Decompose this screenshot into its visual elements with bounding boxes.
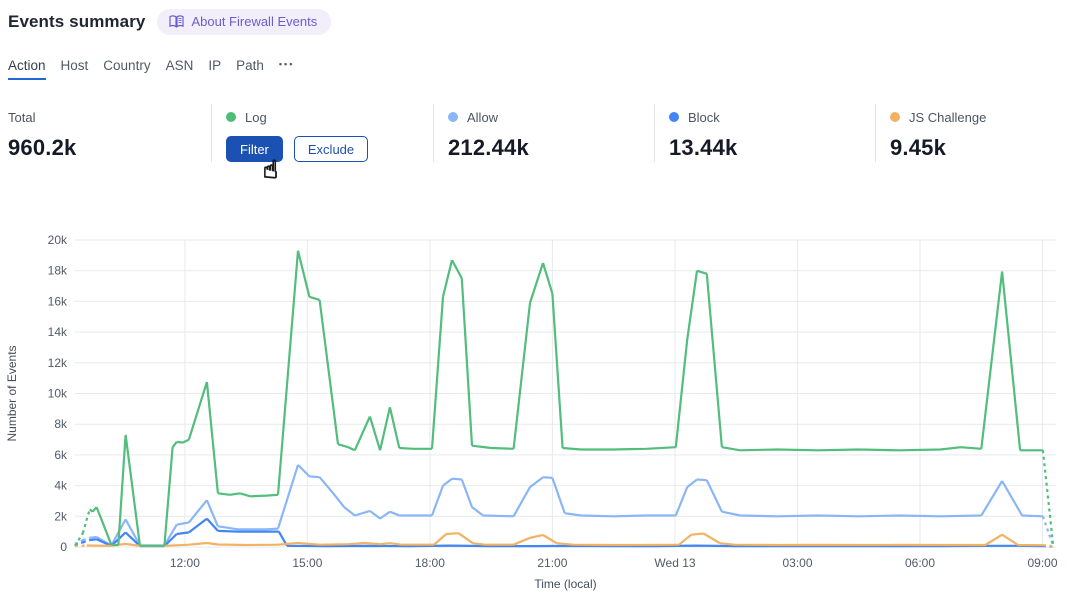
events-chart-area[interactable]: 0 2k 4k 6k 8k 10k 12k 14k 16k 18k 20k 12:00 15:00 18:…: [0, 226, 1068, 598]
page-header: Events summary About Firewall Events: [8, 9, 332, 35]
tab-asn[interactable]: ASN: [165, 58, 194, 73]
page-title: Events summary: [8, 12, 146, 31]
svg-text:20k: 20k: [48, 233, 68, 247]
log-series-dot: [226, 112, 236, 122]
svg-text:12k: 12k: [48, 356, 68, 370]
svg-text:15:00: 15:00: [292, 556, 322, 570]
stat-value-allow: 212.44k: [448, 135, 529, 160]
svg-text:Time (local): Time (local): [534, 577, 596, 591]
block-series-dot: [669, 112, 679, 122]
stat-label: Block: [688, 109, 720, 125]
svg-text:18:00: 18:00: [415, 556, 445, 570]
svg-text:6k: 6k: [54, 448, 68, 462]
svg-text:8k: 8k: [54, 417, 68, 431]
legend-item-allow: Allow: [448, 108, 654, 126]
svg-text:Wed 13: Wed 13: [654, 556, 695, 570]
stat-label: Log: [245, 109, 267, 125]
svg-text:06:00: 06:00: [905, 556, 935, 570]
stat-value-block: 13.44k: [669, 135, 738, 160]
stat-card-js-challenge[interactable]: JS Challenge 9.45k: [875, 104, 1068, 162]
tab-host[interactable]: Host: [60, 58, 89, 73]
book-icon: [169, 15, 185, 28]
legend-item-log: Log: [226, 108, 433, 126]
allow-series-dot: [448, 112, 458, 122]
svg-text:12:00: 12:00: [170, 556, 200, 570]
filter-button[interactable]: Filter: [226, 136, 283, 162]
svg-text:09:00: 09:00: [1027, 556, 1057, 570]
js-challenge-series-dot: [890, 112, 900, 122]
tabs-more-button[interactable]: •••: [278, 59, 295, 69]
stat-card-total: Total 960.2k: [8, 104, 211, 162]
legend-item-block: Block: [669, 108, 875, 126]
tab-country[interactable]: Country: [103, 58, 151, 73]
legend-item-js-challenge: JS Challenge: [890, 108, 1068, 126]
svg-text:Number of Events: Number of Events: [5, 345, 19, 441]
svg-text:4k: 4k: [54, 479, 68, 493]
svg-text:03:00: 03:00: [782, 556, 812, 570]
stat-label: Total: [8, 109, 36, 125]
stat-value-js-challenge: 9.45k: [890, 135, 947, 160]
dimension-tabs: Action Host Country ASN IP Path •••: [8, 58, 294, 80]
svg-text:2k: 2k: [54, 509, 68, 523]
svg-text:18k: 18k: [48, 264, 68, 278]
svg-text:0: 0: [60, 540, 67, 554]
stat-label: JS Challenge: [909, 109, 987, 125]
about-link-label: About Firewall Events: [191, 14, 318, 29]
stat-card-block[interactable]: Block 13.44k: [654, 104, 875, 162]
events-chart[interactable]: 0 2k 4k 6k 8k 10k 12k 14k 16k 18k 20k 12:00 15:00 18:…: [0, 226, 1068, 598]
svg-text:10k: 10k: [48, 387, 68, 401]
tab-ip[interactable]: IP: [208, 58, 222, 73]
stat-card-allow[interactable]: Allow 212.44k: [433, 104, 654, 162]
hover-action-buttons: Filter Exclude: [226, 136, 433, 162]
tab-action[interactable]: Action: [8, 58, 46, 80]
tab-path[interactable]: Path: [236, 58, 264, 73]
exclude-button[interactable]: Exclude: [293, 136, 369, 162]
stat-label: Allow: [467, 109, 499, 125]
svg-text:16k: 16k: [48, 294, 68, 308]
stat-card-log[interactable]: Log Filter Exclude: [211, 104, 433, 162]
about-firewall-events-link[interactable]: About Firewall Events: [157, 9, 332, 35]
svg-text:21:00: 21:00: [537, 556, 567, 570]
svg-text:14k: 14k: [48, 325, 68, 339]
stats-row: Total 960.2k Log Filter Exclude Allow 21…: [8, 104, 1068, 162]
stat-value-total: 960.2k: [8, 135, 77, 160]
